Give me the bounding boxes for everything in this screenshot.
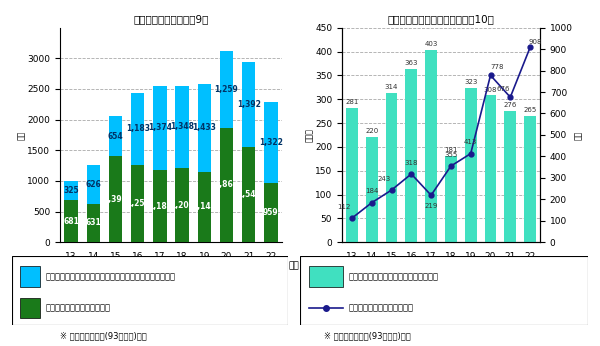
Bar xyxy=(264,102,278,183)
FancyBboxPatch shape xyxy=(300,256,588,325)
Text: 314: 314 xyxy=(385,84,398,90)
Text: 1,433: 1,433 xyxy=(193,124,216,133)
Y-axis label: 百万円: 百万円 xyxy=(305,128,314,142)
Bar xyxy=(425,50,437,242)
Bar xyxy=(109,116,122,156)
Text: 112: 112 xyxy=(337,204,350,210)
Bar xyxy=(197,172,211,242)
Bar xyxy=(242,147,256,242)
Text: 681: 681 xyxy=(63,217,79,226)
Text: ※ データ編第８表(93ページ)参照: ※ データ編第８表(93ページ)参照 xyxy=(324,332,411,341)
Bar xyxy=(524,116,536,242)
Text: 当該年度に差し押さえた件数: 当該年度に差し押さえた件数 xyxy=(45,303,110,312)
Bar xyxy=(386,92,397,242)
Text: 181: 181 xyxy=(444,147,458,153)
Bar xyxy=(197,84,211,172)
Text: 626: 626 xyxy=(85,180,101,189)
Text: 778: 778 xyxy=(491,64,504,70)
Text: 959: 959 xyxy=(263,208,279,217)
Text: 184: 184 xyxy=(365,188,379,194)
Text: 年度: 年度 xyxy=(547,262,557,271)
Bar xyxy=(20,298,40,318)
FancyBboxPatch shape xyxy=(12,256,288,325)
Text: 1,348: 1,348 xyxy=(170,122,194,131)
Bar xyxy=(64,181,78,200)
Text: 276: 276 xyxy=(503,102,517,108)
Bar xyxy=(505,111,516,242)
Bar xyxy=(86,203,100,242)
Text: 631: 631 xyxy=(85,218,101,227)
Text: 1,322: 1,322 xyxy=(259,138,283,147)
Text: 1,549: 1,549 xyxy=(237,190,260,199)
Text: 1,374: 1,374 xyxy=(148,123,172,132)
Bar xyxy=(242,62,256,147)
Bar xyxy=(20,266,40,287)
Text: 323: 323 xyxy=(464,79,478,85)
Y-axis label: 件数: 件数 xyxy=(17,130,26,139)
Bar xyxy=(366,137,377,242)
Bar xyxy=(131,165,145,242)
Bar xyxy=(220,51,233,128)
Bar xyxy=(264,183,278,242)
Bar xyxy=(175,168,189,242)
Text: 年度: 年度 xyxy=(289,262,299,271)
Bar xyxy=(153,170,167,242)
Text: 654: 654 xyxy=(107,132,124,141)
Text: 363: 363 xyxy=(404,60,418,66)
Bar xyxy=(175,85,189,168)
Text: 1,259: 1,259 xyxy=(215,85,238,94)
Bar xyxy=(406,69,417,242)
Text: 413: 413 xyxy=(464,139,478,145)
Bar xyxy=(346,108,358,242)
Bar xyxy=(153,86,167,170)
Text: 265: 265 xyxy=(523,107,537,113)
Text: 220: 220 xyxy=(365,128,379,135)
Bar xyxy=(485,95,496,242)
Text: 1,259: 1,259 xyxy=(126,199,149,208)
Text: 908: 908 xyxy=(529,39,542,45)
Text: 1,183: 1,183 xyxy=(126,124,150,133)
Bar xyxy=(465,88,476,242)
Title: 差押えによる収入額の推移（図10）: 差押えによる収入額の推移（図10） xyxy=(388,14,494,24)
Bar xyxy=(64,200,78,242)
Text: 1,399: 1,399 xyxy=(104,195,127,204)
Text: 355: 355 xyxy=(444,152,458,158)
Text: 前年度以前に差し押さえ、引き続き差し押さえている件数: 前年度以前に差し押さえ、引き続き差し押さえている件数 xyxy=(45,272,175,281)
Text: 1,392: 1,392 xyxy=(237,100,260,109)
Text: 1,149: 1,149 xyxy=(193,202,216,211)
Text: 281: 281 xyxy=(345,99,359,106)
Text: 325: 325 xyxy=(63,186,79,195)
Text: 219: 219 xyxy=(424,203,438,209)
Text: 1,207: 1,207 xyxy=(170,201,194,210)
Text: 403: 403 xyxy=(424,41,438,47)
Y-axis label: 件数: 件数 xyxy=(574,130,583,139)
Text: 収入につながった差押え件数: 収入につながった差押え件数 xyxy=(349,303,414,312)
Bar xyxy=(131,92,145,165)
Text: 318: 318 xyxy=(404,160,418,166)
Text: 1,180: 1,180 xyxy=(148,201,172,210)
Text: 差し押さえたことにより収入となった額: 差し押さえたことにより収入となった額 xyxy=(349,272,439,281)
Text: 308: 308 xyxy=(484,86,497,92)
Bar xyxy=(109,156,122,242)
Bar xyxy=(445,156,457,242)
Text: 243: 243 xyxy=(378,176,391,182)
Text: ※ データ編第７表(93ページ)参照: ※ データ編第７表(93ページ)参照 xyxy=(60,332,147,341)
Title: 差押え件数の推移（図9）: 差押え件数の推移（図9） xyxy=(133,14,209,24)
Bar xyxy=(86,165,100,203)
Bar xyxy=(220,128,233,242)
Text: 1,867: 1,867 xyxy=(214,181,239,190)
Text: 676: 676 xyxy=(497,85,510,92)
